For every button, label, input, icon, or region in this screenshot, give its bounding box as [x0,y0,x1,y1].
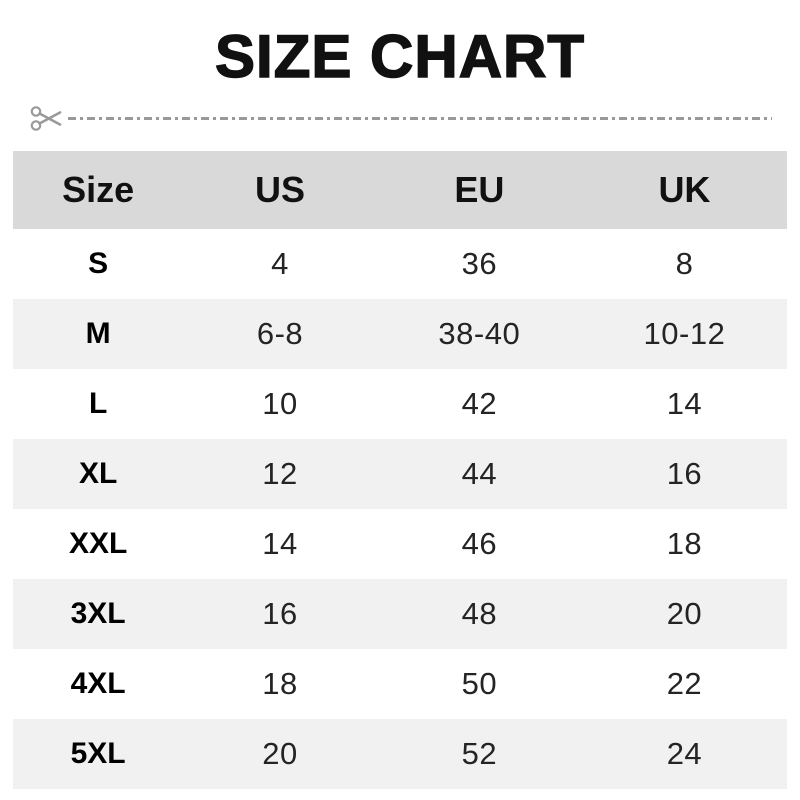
column-header-us: US [183,151,377,229]
column-header-size: Size [13,151,184,229]
dashed-cut-line [68,116,772,120]
size-label-cell: 3XL [70,597,126,630]
cut-line [30,103,772,133]
uk-value-cell: 10-12 [643,316,726,351]
table-row-3xl: 3XL 16 48 20 [13,579,787,649]
table-row-l: L 10 42 14 [13,369,787,439]
size-label-cell: M [85,317,111,350]
eu-value-cell: 44 [461,456,498,491]
us-value-cell: 10 [262,386,298,421]
eu-value-cell: 52 [461,736,498,771]
column-header-uk: UK [581,151,787,229]
table-row-4xl: 4XL 18 50 22 [13,649,787,719]
eu-value-cell: 46 [461,526,498,561]
us-value-cell: 4 [271,246,289,281]
us-value-cell: 12 [262,456,298,491]
eu-value-cell: 38-40 [438,316,521,351]
eu-value-cell: 48 [461,596,498,631]
uk-value-cell: 14 [666,386,703,421]
size-label-cell: XL [78,457,118,490]
us-value-cell: 16 [262,596,298,631]
table-header-row: Size US EU UK [13,151,787,229]
size-label-cell: S [88,247,109,280]
table-row-xl: XL 12 44 16 [13,439,787,509]
size-chart-table: Size US EU UK S 4 36 8 M 6-8 38-40 10-12… [13,151,787,789]
size-label-cell: XXL [68,527,128,560]
table-row-s: S 4 36 8 [13,229,787,299]
scissors-icon [30,105,62,131]
size-label-cell: 5XL [70,737,126,770]
uk-value-cell: 16 [666,456,703,491]
eu-value-cell: 42 [461,386,498,421]
table-row-m: M 6-8 38-40 10-12 [13,299,787,369]
table-row-5xl: 5XL 20 52 24 [13,719,787,789]
uk-value-cell: 20 [666,596,703,631]
column-header-eu: EU [376,151,582,229]
uk-value-cell: 8 [675,246,694,281]
us-value-cell: 14 [262,526,298,561]
uk-value-cell: 22 [666,666,703,701]
uk-value-cell: 18 [666,526,703,561]
size-label-cell: 4XL [70,667,126,700]
us-value-cell: 18 [262,666,298,701]
us-value-cell: 6-8 [256,316,304,351]
eu-value-cell: 36 [461,246,498,281]
uk-value-cell: 24 [666,736,703,771]
size-label-cell: L [88,387,108,420]
table-row-xxl: XXL 14 46 18 [13,509,787,579]
us-value-cell: 20 [262,736,298,771]
page-title: SIZE CHART [214,23,585,91]
eu-value-cell: 50 [461,666,498,701]
